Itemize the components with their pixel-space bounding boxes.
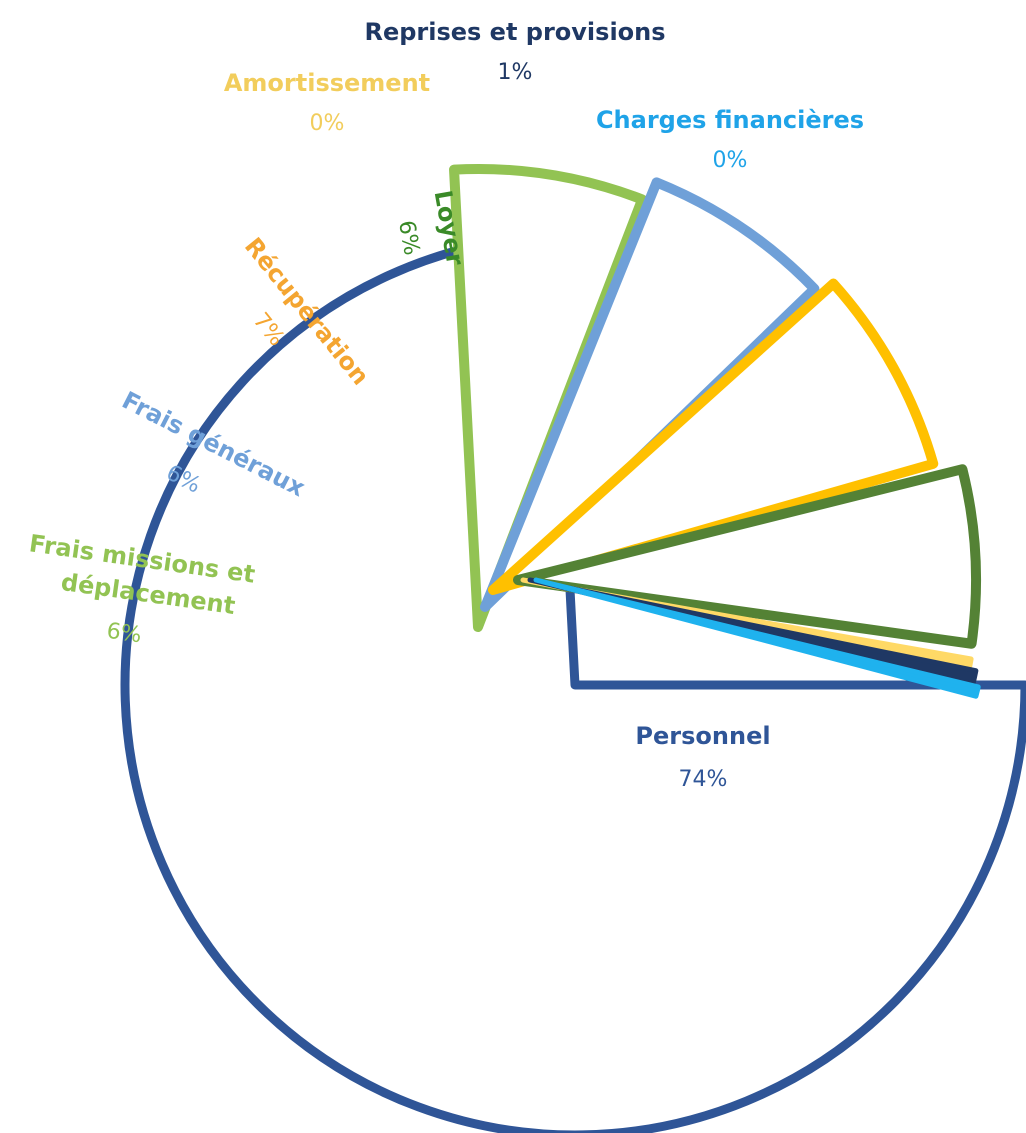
slice-label-reprises-et-provisions: Reprises et provisions [364,18,665,46]
slice-value-amortissement: 0% [310,111,345,136]
slice-value-personnel: 74% [679,767,728,792]
slice-label-charges-financieres: Charges financières [596,106,864,134]
slice-value-reprises-et-provisions: 1% [498,60,533,85]
slice-value-frais-missions-et-deplacement: 6% [105,619,143,649]
slice-value-loyer: 6% [393,219,424,258]
slice-label-personnel: Personnel [635,722,770,750]
slice-value-charges-financieres: 0% [713,148,748,173]
slice-label-amortissement: Amortissement [224,69,430,97]
